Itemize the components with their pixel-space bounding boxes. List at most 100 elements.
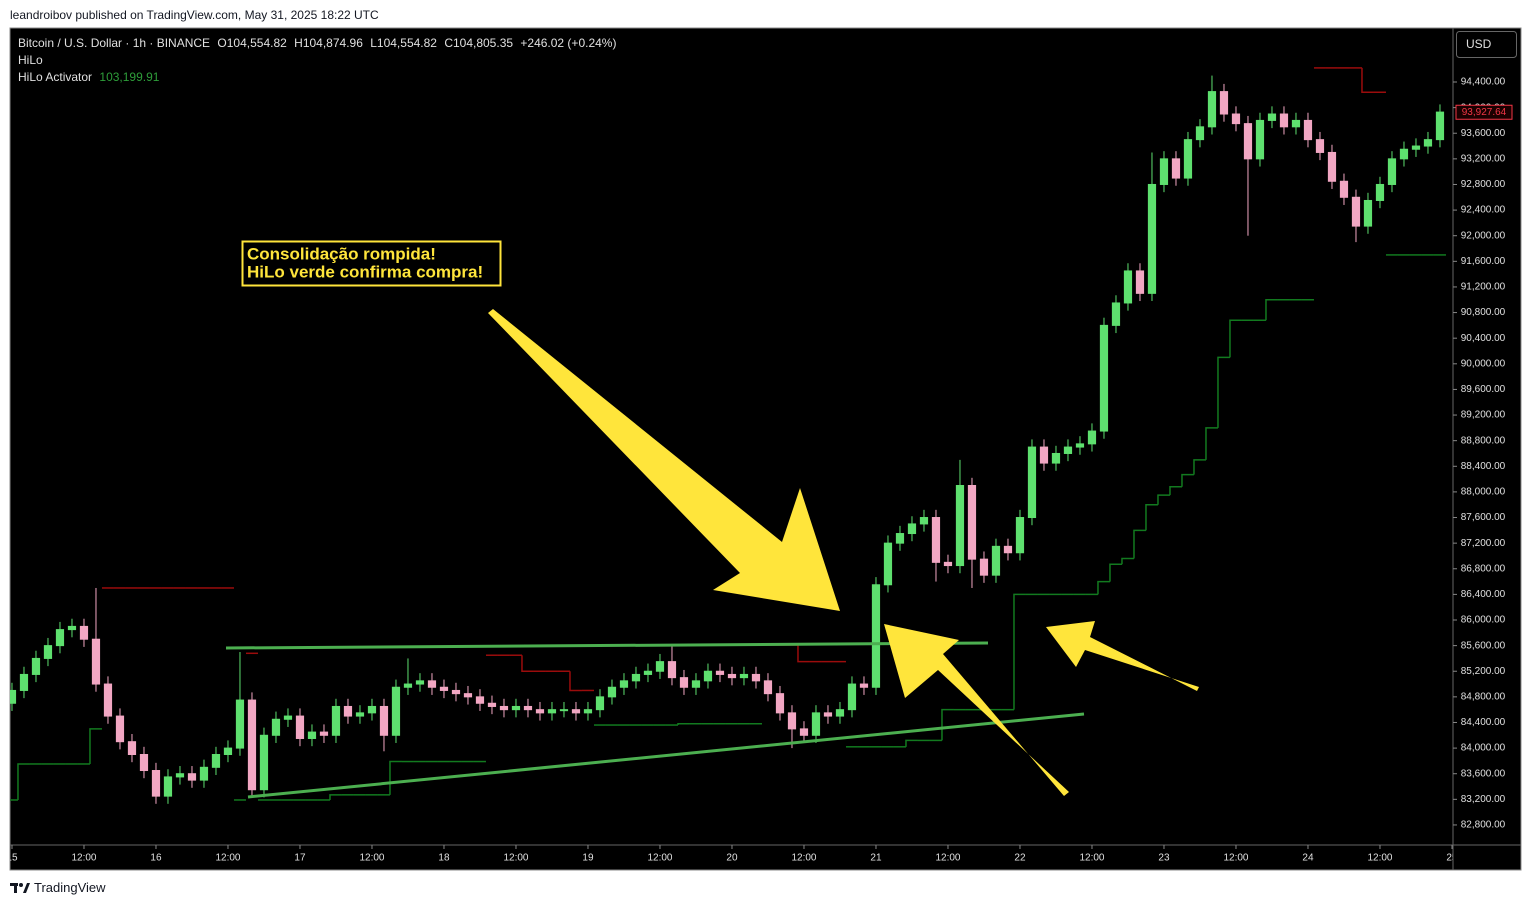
candle-body (1423, 139, 1433, 147)
candle-body (835, 709, 845, 717)
x-tick-label: 12:00 (935, 853, 960, 864)
x-tick-label: 17 (294, 853, 306, 864)
candle-body (1255, 119, 1265, 160)
publish-info: leandroibov published on TradingView.com… (10, 8, 379, 22)
x-tick-label: 21 (870, 853, 882, 864)
candle-body (259, 734, 269, 791)
hilo-step (1121, 557, 1134, 565)
candle-body (1135, 270, 1145, 294)
currency-button[interactable] (1456, 31, 1517, 58)
candle-body (1123, 270, 1133, 304)
y-tick-label: 84,400.00 (1461, 717, 1506, 728)
candle-body (763, 680, 773, 695)
ohlc-close: C104,805.35 (444, 36, 514, 50)
candle-body (439, 686, 449, 691)
chart-frame (9, 27, 1522, 871)
y-tick-label: 83,200.00 (1461, 794, 1506, 805)
candle-body (427, 680, 437, 688)
x-tick-label: 12:00 (359, 853, 384, 864)
hilo-step (1205, 427, 1218, 460)
y-tick-label: 91,200.00 (1461, 282, 1506, 293)
candle-body (1291, 119, 1301, 128)
hilo-step (1109, 563, 1122, 582)
candle-body (487, 702, 497, 707)
candle-body (547, 709, 557, 714)
hilo-step (1157, 494, 1170, 505)
candle-body (967, 484, 977, 560)
hilo-step (1217, 356, 1230, 428)
annotations: Consolidação rompida! HiLo verde confirm… (225, 240, 1199, 799)
candle-body (1039, 446, 1049, 464)
candle-body (343, 705, 353, 717)
x-tick-label: 15 (6, 853, 18, 864)
candle-body (1363, 199, 1373, 227)
candle-body (127, 741, 137, 755)
candle-body (355, 712, 365, 717)
candle-body (643, 670, 653, 675)
candle-body (595, 696, 605, 711)
plot-area (10, 67, 1446, 804)
legend: Bitcoin / U.S. Dollar · 1h · BINANCE O10… (18, 35, 620, 86)
hilo-step (1169, 486, 1182, 496)
hilo-step (1265, 299, 1278, 321)
annotation-box (241, 240, 502, 287)
y-tick-label: 89,600.00 (1461, 384, 1506, 395)
candle-body (1171, 158, 1181, 179)
footer: TradingView (10, 880, 106, 895)
candle-body (1099, 324, 1109, 432)
indicator-row: HiLo Activator 103,199.91 (18, 69, 620, 86)
y-tick-label: 92,800.00 (1461, 179, 1506, 190)
candle-body (931, 517, 941, 563)
candle-body (979, 558, 989, 576)
candle-body (883, 542, 893, 586)
candle-body (739, 673, 749, 679)
candle-body (1327, 151, 1337, 182)
candle-body (163, 776, 173, 797)
symbol-row: Bitcoin / U.S. Dollar · 1h · BINANCE O10… (18, 35, 620, 52)
y-tick-label: 88,000.00 (1461, 487, 1506, 498)
candle-body (1351, 196, 1361, 227)
candle-body (1087, 430, 1097, 445)
indicator-row: HiLo (18, 52, 620, 69)
currency-label[interactable]: USD (1466, 37, 1492, 51)
candle-body (955, 484, 965, 567)
x-tick-label: 19 (582, 853, 594, 864)
arrow (884, 624, 1069, 796)
candle-body (175, 773, 185, 778)
time-axis: 15 12:00 16 12:00 17 12:00 18 12:00 19 12:00 20 12:… (6, 845, 1458, 864)
candle-body (811, 712, 821, 736)
indicator-name: HiLo (18, 53, 43, 67)
y-tick-label: 91,600.00 (1461, 256, 1506, 267)
x-tick-label: 12:00 (215, 853, 240, 864)
candle-body (1003, 545, 1013, 554)
x-tick-label: 25 (1446, 853, 1458, 864)
candle-body (1159, 158, 1169, 185)
candle-body (1303, 119, 1313, 141)
candle-body (667, 661, 677, 679)
ohlc-open: O104,554.82 (217, 36, 287, 50)
hilo-step (905, 739, 918, 747)
candle-body (151, 770, 161, 797)
candle-body (943, 561, 953, 567)
y-tick-label: 92,400.00 (1461, 205, 1506, 216)
arrow (1046, 621, 1199, 691)
candle-body (67, 625, 77, 631)
candle-body (19, 673, 29, 691)
candle-body (787, 712, 797, 730)
candle-body (1195, 126, 1205, 141)
candle-body (223, 747, 233, 755)
hilo-step (1229, 319, 1242, 358)
hilo-step (1193, 459, 1206, 475)
candle-body (1183, 139, 1193, 179)
candle-body (583, 709, 593, 714)
hilo-step (1097, 580, 1110, 595)
y-tick-label: 94,400.00 (1461, 77, 1506, 88)
y-tick-label: 86,800.00 (1461, 563, 1506, 574)
indicator-name: HiLo Activator (18, 70, 93, 84)
candle-body (187, 773, 197, 781)
ohlc-high: H104,874.96 (294, 36, 363, 50)
x-tick-label: 12:00 (1079, 853, 1104, 864)
hilo-step (941, 708, 954, 741)
candle-body (1267, 113, 1277, 121)
